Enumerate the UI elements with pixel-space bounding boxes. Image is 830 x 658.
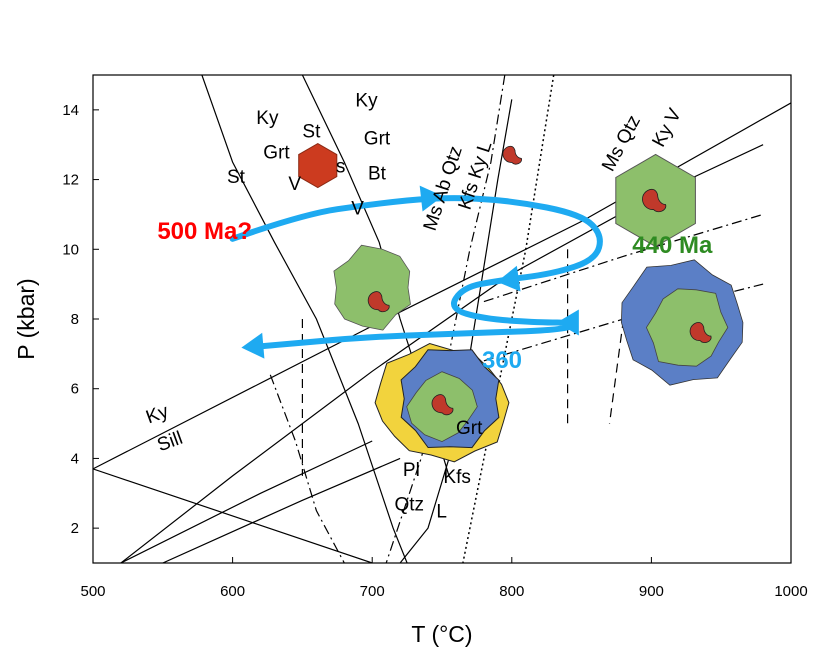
curve-st-out xyxy=(201,75,408,563)
curve-andalusite-sillimanite xyxy=(93,468,373,563)
x-tick-label: 600 xyxy=(220,583,245,600)
y-tick-label: 6 xyxy=(71,381,79,398)
y-tick-label: 12 xyxy=(62,172,79,189)
x-axis-title: T (°C) xyxy=(411,621,472,647)
st-hexagon xyxy=(298,143,338,189)
y-axis-title: P (kbar) xyxy=(13,278,39,359)
y-tick-label: 10 xyxy=(62,241,79,258)
pt-path-arrowhead-1 xyxy=(419,185,443,212)
field-label-14: Ky V xyxy=(648,105,686,151)
y-tick-label: 8 xyxy=(71,311,79,328)
field-label-9: Bt xyxy=(368,164,387,185)
curve-low-p-1 xyxy=(120,440,373,563)
age-label-2: 440 Ma xyxy=(632,232,713,259)
x-tick-label: 900 xyxy=(639,583,664,600)
age-label-3: 360 xyxy=(482,347,522,374)
reaction-curves xyxy=(93,75,791,563)
pt-path xyxy=(229,185,603,359)
melt-droplet xyxy=(502,145,522,165)
field-label-16: Sill xyxy=(155,428,186,456)
x-tick-label: 1000 xyxy=(774,583,807,600)
garnet-yellow-melt xyxy=(431,394,454,416)
garnet-green-melt xyxy=(367,291,390,313)
garnet-blue-rim-core xyxy=(645,288,729,367)
field-label-20: Qtz xyxy=(395,495,425,516)
field-label-2: Grt xyxy=(263,143,290,164)
field-label-8: Grt xyxy=(364,129,391,150)
curve-vertical-dashed-3 xyxy=(608,318,625,424)
garnet-green xyxy=(333,244,411,331)
field-label-19: Kfs xyxy=(443,467,470,488)
pt-path-arrowhead-3 xyxy=(556,309,579,336)
curve-st-ky-dehydration xyxy=(269,374,345,563)
curve-bt-melt-1 xyxy=(483,213,764,303)
garnet-hexagon-melt xyxy=(642,188,667,213)
field-label-18: Pl xyxy=(403,460,420,481)
pt-path-arrowhead-4 xyxy=(241,332,265,359)
field-label-6: s xyxy=(336,157,346,178)
field-label-10: V xyxy=(351,198,364,219)
axis-ticks: 500 600 700 800 900 1000 2 4 6 8 10 12 14 xyxy=(62,102,807,600)
x-tick-label: 500 xyxy=(80,583,105,600)
pt-path-arrowhead-2 xyxy=(496,265,521,292)
y-tick-label: 14 xyxy=(62,102,79,119)
field-label-17: Grt xyxy=(456,418,483,439)
y-tick-label: 2 xyxy=(71,520,79,537)
field-label-5: St xyxy=(302,122,321,143)
curve-kyanite-sillimanite xyxy=(93,102,791,470)
field-label-15: Ky xyxy=(143,401,171,428)
x-tick-label: 700 xyxy=(360,583,385,600)
garnet-blue-rim-melt xyxy=(689,322,712,343)
field-label-7: Ky xyxy=(355,90,378,111)
age-label-1: 500 Ma? xyxy=(157,218,252,245)
field-label-1: Ky xyxy=(256,108,279,129)
age-annotations: 500 Ma? 440 Ma 360 xyxy=(157,218,713,374)
pt-path-line xyxy=(229,195,603,350)
curve-low-p-2 xyxy=(162,457,401,563)
y-tick-label: 4 xyxy=(71,450,79,467)
field-label-3: St xyxy=(227,167,246,188)
field-label-4: V xyxy=(288,174,301,195)
field-label-21: L xyxy=(436,502,447,523)
inclusion-sketches xyxy=(298,143,744,463)
x-tick-label: 800 xyxy=(499,583,524,600)
